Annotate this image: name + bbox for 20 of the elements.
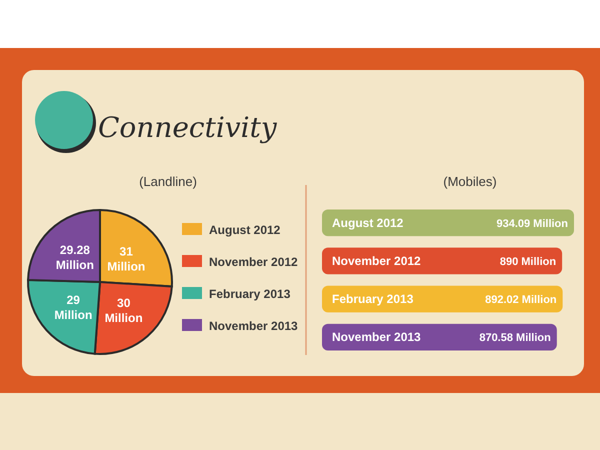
y-tick-label: August 2012 [332,216,404,230]
legend-label: February 2013 [209,287,291,301]
data-label: 890 Million [500,256,556,268]
y-tick-label: February 2013 [332,292,414,306]
data-label: 934.09 Million [496,218,568,230]
chart-title: Connectivity [98,111,278,144]
legend-label: November 2013 [209,319,298,333]
legend-label: August 2012 [209,223,281,237]
y-tick-label: November 2013 [332,330,422,344]
chart-title: (Mobiles) [443,174,497,189]
data-label: 892.02 Million [485,294,557,306]
legend-label: November 2012 [209,255,298,269]
data-label: 31 Million [107,244,146,274]
data-label: 29.28 Million [56,243,94,272]
chart-subtitle: (Landline) [139,174,197,189]
bar [322,248,562,274]
data-label: 30 Million [104,296,143,326]
data-label: 870.58 Million [479,332,552,344]
y-tick-label: November 2012 [332,254,422,268]
data-label: 29 Million [54,293,92,322]
